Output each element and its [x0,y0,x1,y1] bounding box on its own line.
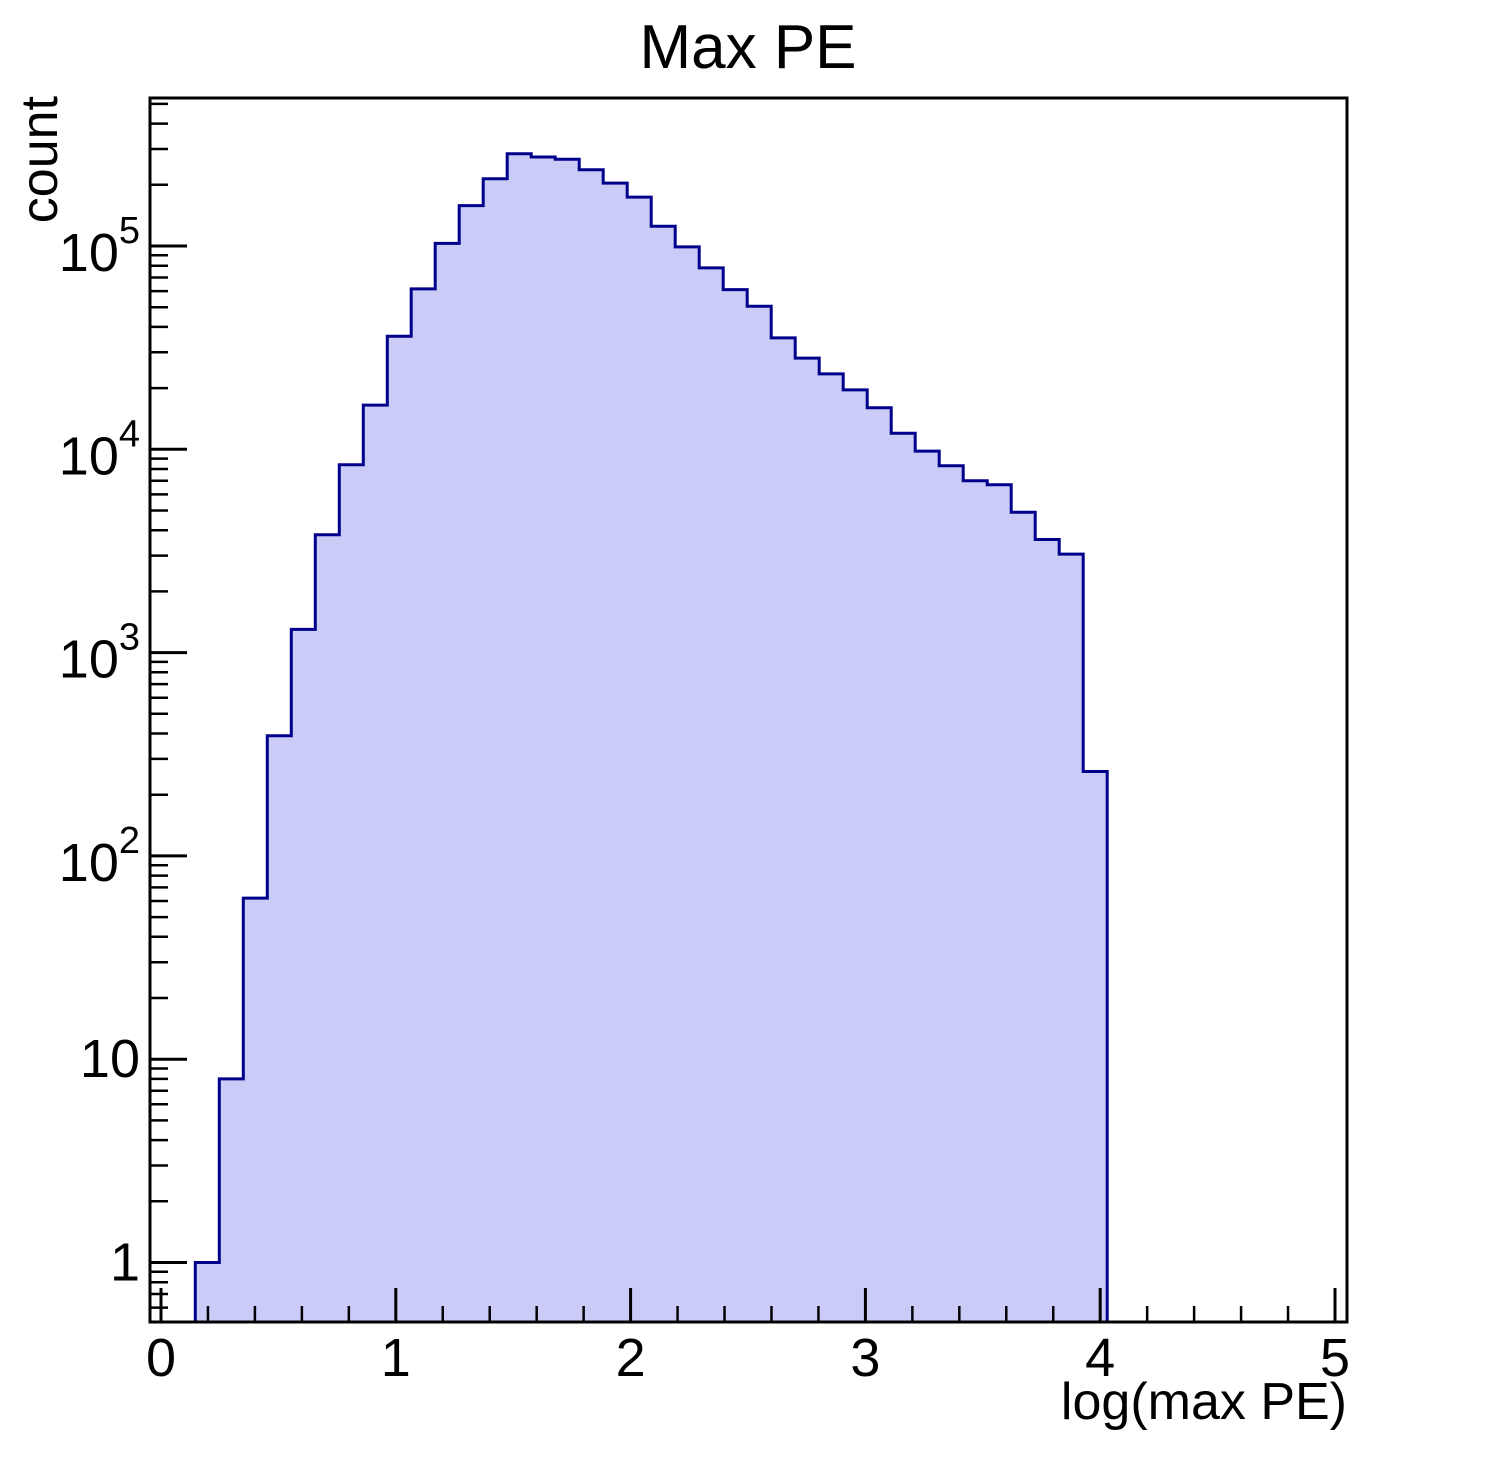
x-axis-tick-labels: 0 1 2 3 4 5 [146,1328,1350,1388]
y-tick-label: 102 [59,820,140,893]
y-tick-label: 1 [110,1233,140,1293]
x-tick-label: 0 [146,1328,176,1388]
axis-ticks [150,102,1337,1322]
y-tick-label: 104 [59,413,140,486]
y-tick-label: 105 [59,210,140,283]
chart-title: Max PE [639,13,856,82]
x-tick-label: 1 [381,1328,411,1388]
x-tick-label: 4 [1085,1328,1115,1388]
y-tick-label: 10 [80,1029,140,1089]
y-axis-title: count [11,95,69,223]
histogram-series [193,152,1109,1324]
x-tick-label: 3 [850,1328,880,1388]
x-tick-label: 2 [616,1328,646,1388]
plot-frame [148,96,1349,1324]
x-axis-title: log(max PE) [1061,1373,1347,1431]
y-tick-label: 103 [59,617,140,690]
y-axis-tick-labels: 1 10 102 103 104 105 [59,210,140,1293]
x-tick-label: 5 [1320,1328,1350,1388]
